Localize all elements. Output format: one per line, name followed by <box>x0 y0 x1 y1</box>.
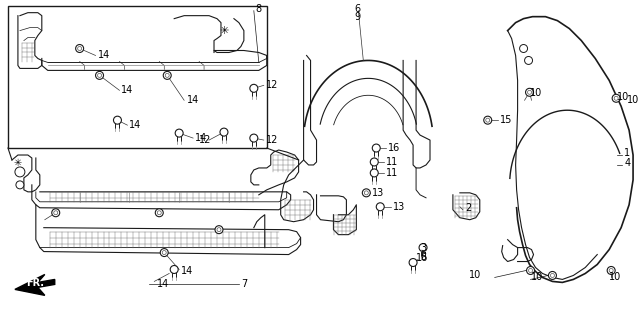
Text: 16: 16 <box>388 143 401 153</box>
Text: 13: 13 <box>393 202 405 212</box>
Circle shape <box>156 209 163 217</box>
Circle shape <box>54 211 58 215</box>
Circle shape <box>95 72 104 79</box>
Circle shape <box>250 134 258 142</box>
Text: 14: 14 <box>129 120 141 130</box>
Circle shape <box>163 72 172 79</box>
Text: 10: 10 <box>529 88 542 98</box>
Text: 8: 8 <box>256 4 262 14</box>
Text: 4: 4 <box>624 158 630 168</box>
Circle shape <box>550 273 554 278</box>
Circle shape <box>548 272 556 279</box>
Text: 15: 15 <box>500 115 512 125</box>
Circle shape <box>371 158 378 166</box>
Text: 12: 12 <box>266 80 278 90</box>
Bar <box>8 6 267 148</box>
Circle shape <box>77 47 82 50</box>
Circle shape <box>163 250 166 255</box>
Circle shape <box>409 259 417 266</box>
Circle shape <box>609 268 613 272</box>
Circle shape <box>160 249 168 256</box>
Circle shape <box>527 90 532 94</box>
Text: 1: 1 <box>624 148 630 158</box>
Text: 16: 16 <box>416 253 428 262</box>
Circle shape <box>16 181 24 189</box>
Text: 14: 14 <box>181 266 193 277</box>
Circle shape <box>486 118 490 122</box>
Text: 14: 14 <box>195 133 207 143</box>
Text: 10: 10 <box>609 272 621 283</box>
Circle shape <box>525 56 532 65</box>
Text: 2: 2 <box>465 203 471 213</box>
Circle shape <box>529 268 532 272</box>
Text: 13: 13 <box>372 188 385 198</box>
Text: 14: 14 <box>122 85 134 95</box>
Text: ✳: ✳ <box>220 26 228 36</box>
Circle shape <box>614 96 618 100</box>
Circle shape <box>362 189 371 197</box>
Text: 14: 14 <box>97 50 110 60</box>
Circle shape <box>372 144 380 152</box>
Circle shape <box>76 44 84 53</box>
Text: 7: 7 <box>241 279 247 289</box>
Circle shape <box>525 88 534 96</box>
Circle shape <box>527 266 534 274</box>
Text: 14: 14 <box>187 95 200 105</box>
Text: 10: 10 <box>627 95 639 105</box>
Text: 9: 9 <box>355 12 360 22</box>
Circle shape <box>364 191 368 195</box>
Text: FR.: FR. <box>26 278 44 289</box>
Text: 10: 10 <box>617 92 629 102</box>
Text: 10: 10 <box>531 272 543 283</box>
Circle shape <box>484 116 492 124</box>
Circle shape <box>157 211 161 215</box>
Text: ✳: ✳ <box>14 158 22 168</box>
Circle shape <box>97 73 102 77</box>
Text: 10: 10 <box>469 271 481 280</box>
Text: 3: 3 <box>420 243 426 253</box>
Circle shape <box>215 226 223 234</box>
Circle shape <box>607 266 615 274</box>
Text: 12: 12 <box>266 135 278 145</box>
Text: 6: 6 <box>355 4 360 14</box>
Circle shape <box>250 84 258 92</box>
Circle shape <box>371 169 378 177</box>
Circle shape <box>113 116 122 124</box>
Text: 11: 11 <box>386 157 399 167</box>
Circle shape <box>15 167 25 177</box>
Circle shape <box>520 44 527 53</box>
Polygon shape <box>15 274 55 295</box>
Text: 11: 11 <box>386 168 399 178</box>
Circle shape <box>217 228 221 232</box>
Circle shape <box>220 128 228 136</box>
Circle shape <box>170 266 178 273</box>
Text: 5: 5 <box>420 252 426 261</box>
Circle shape <box>376 203 384 211</box>
Circle shape <box>419 243 427 252</box>
Text: 14: 14 <box>157 279 170 289</box>
Circle shape <box>612 94 620 102</box>
Text: 12: 12 <box>199 135 211 145</box>
Circle shape <box>175 129 183 137</box>
Circle shape <box>52 209 60 217</box>
Circle shape <box>165 73 169 77</box>
